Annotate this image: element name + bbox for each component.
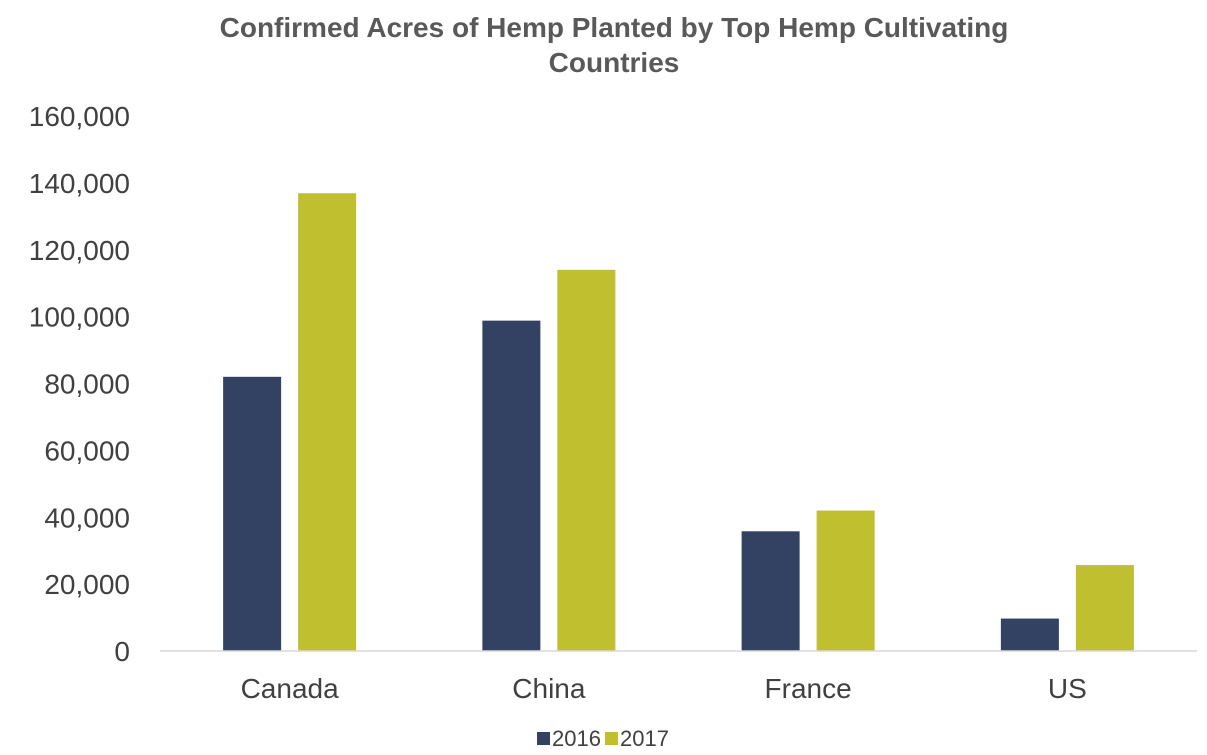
bar-france-2016 — [741, 531, 800, 651]
bar-us-2016 — [1000, 618, 1059, 651]
x-tick-label-us: US — [1048, 673, 1087, 704]
legend-label-2016: 2016 — [552, 726, 601, 751]
y-tick-label: 160,000 — [29, 101, 130, 132]
y-tick-label: 100,000 — [29, 302, 130, 333]
y-axis-tick-labels: 0 20,000 40,000 60,000 80,000 100,000 120,000 1… — [29, 101, 130, 667]
legend-swatch-2016 — [537, 732, 550, 745]
chart-title-line-2: Countries — [549, 47, 680, 78]
legend-swatch-2017 — [605, 732, 618, 745]
bars — [223, 193, 1134, 651]
y-tick-label: 80,000 — [44, 369, 130, 400]
bar-us-2017 — [1075, 565, 1134, 651]
bar-france-2017 — [816, 510, 875, 651]
chart-title-line-1: Confirmed Acres of Hemp Planted by Top H… — [220, 12, 1009, 43]
y-tick-label: 120,000 — [29, 235, 130, 266]
x-tick-label-canada: Canada — [241, 673, 340, 704]
y-tick-label: 20,000 — [44, 569, 130, 600]
x-axis-tick-labels: Canada China France US — [241, 673, 1087, 704]
bar-canada-2017 — [298, 193, 357, 651]
y-tick-label: 40,000 — [44, 502, 130, 533]
x-tick-label-france: France — [765, 673, 852, 704]
bar-china-2017 — [557, 269, 616, 651]
x-tick-label-china: China — [512, 673, 586, 704]
legend: 2016 2017 — [537, 726, 669, 751]
legend-label-2017: 2017 — [620, 726, 669, 751]
y-tick-label: 140,000 — [29, 168, 130, 199]
chart-title: Confirmed Acres of Hemp Planted by Top H… — [220, 12, 1009, 78]
bar-china-2016 — [482, 320, 541, 651]
bar-canada-2016 — [223, 376, 282, 651]
y-tick-label: 0 — [114, 636, 130, 667]
y-tick-label: 60,000 — [44, 435, 130, 466]
